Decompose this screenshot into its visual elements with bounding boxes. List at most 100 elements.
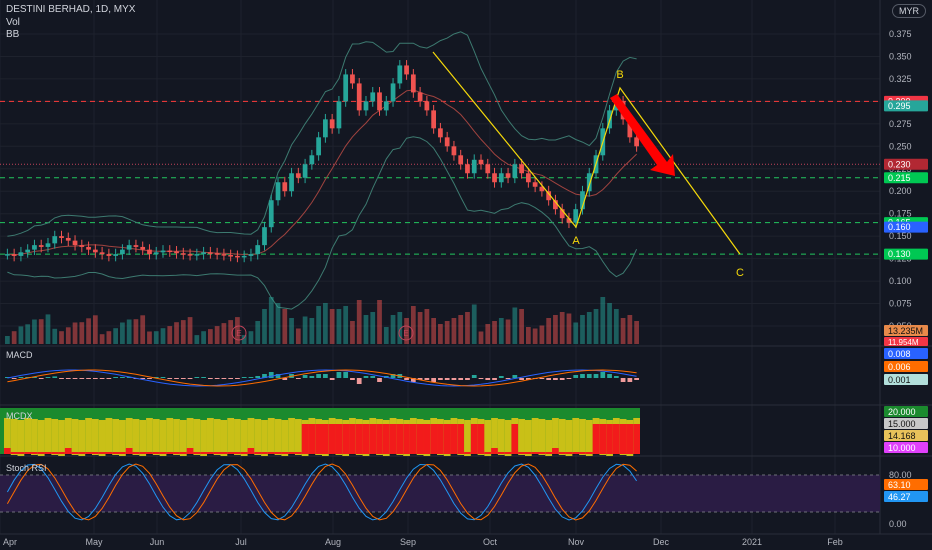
mcdx-tag (884, 430, 928, 441)
time-axis-label: Feb (827, 537, 843, 547)
mcdx-red-bar (430, 424, 438, 454)
volume-bar (410, 306, 416, 344)
volume-bar (580, 315, 585, 344)
price-tag-text: 0.130 (888, 249, 911, 259)
mcdx-red-bar (4, 448, 11, 454)
candle-body (289, 173, 294, 192)
mcdx-tag-text: 14.168 (888, 431, 916, 441)
volume-bar (377, 300, 382, 344)
volume-bar (106, 331, 112, 344)
volume-bar (593, 309, 599, 344)
volume-bar (194, 335, 200, 344)
macd-histogram-bar (72, 378, 78, 379)
mcdx-red-bar (206, 452, 214, 454)
mcdx-red-bar (497, 452, 505, 454)
point-a-label: A (572, 235, 580, 247)
mcdx-yellow-bar (538, 419, 546, 455)
time-axis-label: 2021 (742, 537, 762, 547)
mcdx-red-bar (234, 452, 241, 454)
price-tick-label: 0.150 (889, 231, 912, 241)
abc-pattern-line (432, 51, 741, 255)
mcdx-yellow-bar (152, 419, 160, 455)
macd-histogram-bar (120, 377, 125, 378)
volume-bar (262, 309, 267, 344)
mcdx-red-bar (369, 424, 377, 454)
price-tag-text: 0.230 (888, 159, 911, 169)
candle-body (458, 155, 464, 165)
volume-bar (140, 315, 146, 344)
volume-bar (86, 318, 91, 344)
macd-histogram-bar (390, 374, 396, 378)
volume-bar (343, 306, 349, 344)
time-axis-label: May (85, 537, 103, 547)
mcdx-red-bar (322, 424, 329, 454)
candle-body (512, 164, 518, 178)
candle-body (5, 254, 10, 256)
macd-histogram-bar (221, 378, 227, 379)
volume-bar (309, 318, 315, 344)
candle-body (404, 65, 409, 75)
macd-histogram-bar (553, 378, 558, 380)
mcdx-red-bar (112, 452, 120, 454)
volume-bar (465, 312, 470, 344)
currency-badge[interactable]: MYR (892, 4, 926, 18)
macd-histogram-bar (187, 378, 193, 379)
macd-histogram-bar (607, 374, 612, 378)
candle-body (174, 251, 179, 254)
macd-histogram-bar (573, 375, 579, 378)
mcdx-red-bar (531, 452, 539, 454)
candle-body (99, 252, 105, 255)
candle-body (241, 255, 247, 258)
macd-histogram-bar (59, 378, 64, 379)
mcdx-red-bar (91, 452, 99, 454)
macd-histogram-bar (485, 378, 491, 380)
candle-body (309, 155, 315, 165)
mcdx-yellow-bar (125, 418, 133, 454)
macd-tag (884, 374, 928, 385)
macd-histogram-bar (79, 378, 85, 379)
volume-bar (505, 319, 511, 344)
mcdx-yellow-bar (71, 419, 79, 455)
macd-tag (884, 361, 928, 372)
candle-body (329, 119, 335, 129)
candle-body (586, 173, 592, 192)
candle-body (573, 209, 579, 223)
macd-histogram-bar (194, 377, 200, 378)
mcdx-red-bar (64, 448, 72, 454)
mcdx-yellow-bar (240, 420, 248, 456)
stoch-band (0, 475, 880, 512)
mcdx-yellow-bar (572, 418, 580, 454)
down-arrow (610, 94, 675, 176)
macd-histogram-bar (566, 378, 572, 379)
volume-bar (160, 328, 166, 344)
mcdx-red-bar (247, 448, 255, 454)
macd-histogram-bar (471, 375, 477, 378)
macd-histogram-bar (18, 377, 24, 378)
macd-histogram-bar (302, 375, 308, 378)
candle-body (32, 245, 37, 250)
macd-histogram-bar (323, 374, 328, 378)
volume-bar (444, 321, 450, 344)
macd-histogram-bar (207, 378, 213, 379)
mcdx-red-bar (78, 452, 86, 454)
mcdx-red-bar (315, 424, 322, 454)
earnings-label: E (403, 329, 408, 338)
mcdx-red-bar (288, 452, 295, 454)
volume-bar (323, 303, 328, 344)
volume-bar (607, 303, 612, 344)
mcdx-red-bar (389, 424, 397, 454)
mcdx-yellow-bar (98, 420, 106, 456)
candle-body (397, 65, 403, 84)
macd-histogram-bar (126, 377, 132, 378)
candle-body (546, 191, 552, 201)
macd-histogram-bar (255, 376, 261, 378)
volume-bar (255, 321, 261, 344)
mcdx-red-bar (511, 424, 519, 454)
mcdx-red-bar (606, 424, 613, 454)
macd-histogram-bar (465, 378, 470, 380)
price-tick-label: 0.100 (889, 276, 912, 286)
mcdx-red-bar (220, 452, 228, 454)
candle-body (228, 255, 234, 257)
mcdx-yellow-bar (51, 419, 59, 455)
